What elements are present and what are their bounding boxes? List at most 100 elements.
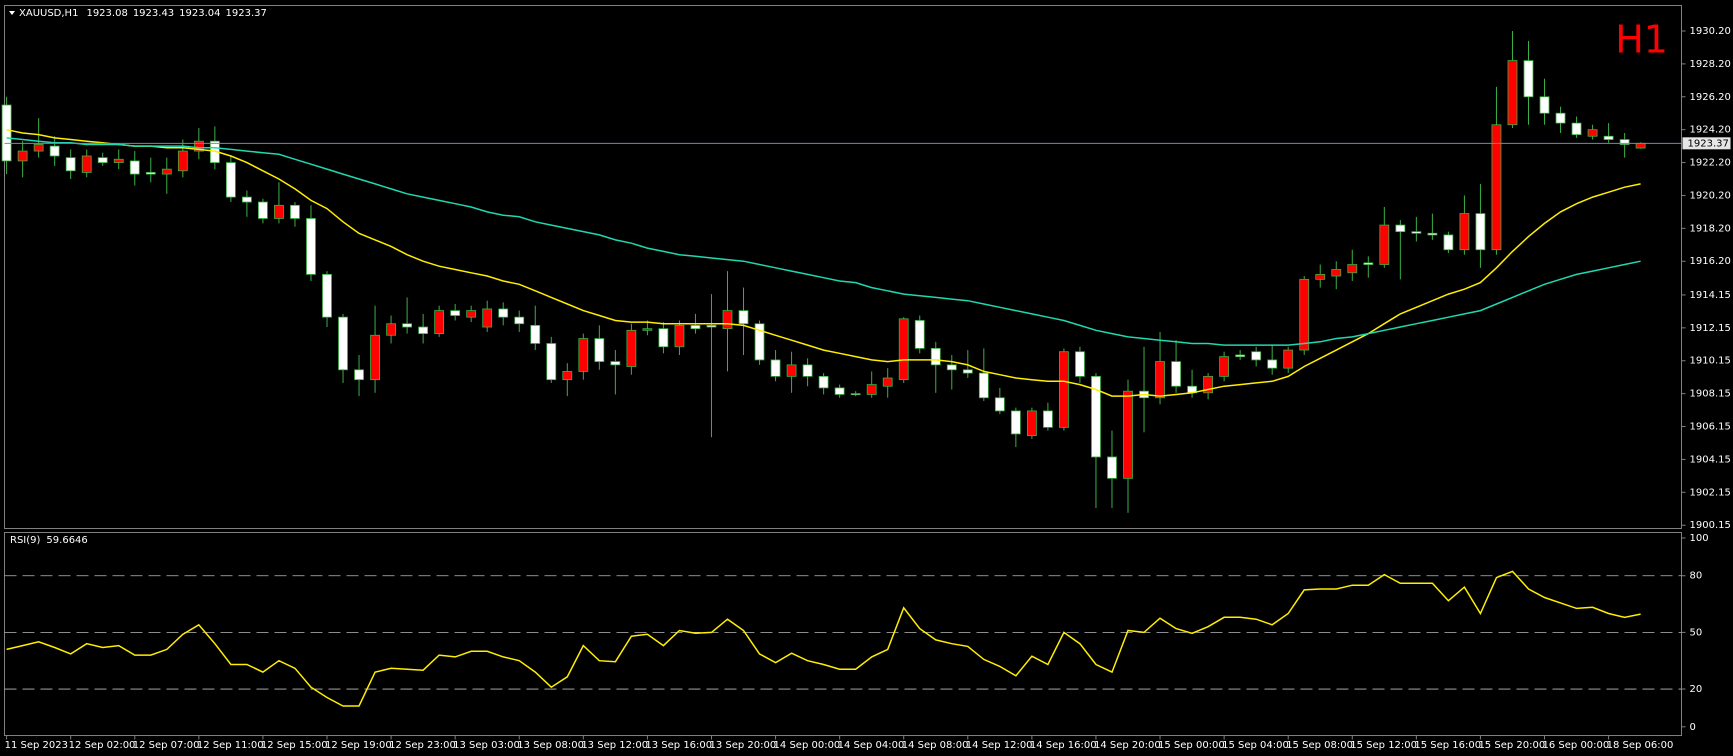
x-tick-label: 14 Sep 16:00 (1030, 740, 1097, 751)
candle-body (610, 361, 621, 366)
candle-body (33, 144, 44, 152)
candle-body (850, 393, 861, 396)
candle-body (306, 218, 316, 275)
candle-body (1059, 351, 1069, 428)
candle-body (354, 369, 364, 381)
candle-body (1507, 60, 1518, 126)
candle-body (97, 157, 108, 163)
ohlc-value: 1923.37 (226, 8, 267, 19)
candle-body (1443, 234, 1454, 251)
candle-body (818, 375, 829, 389)
candle-body (482, 308, 493, 328)
ohlc-value: 1923.04 (179, 8, 220, 19)
y-tick-label: 1902.15 (1690, 487, 1731, 498)
x-tick-label: 13 Sep 08:00 (517, 740, 584, 751)
candle-body (1235, 354, 1246, 358)
candle-body (754, 323, 765, 361)
main-panel-border (4, 5, 1682, 529)
y-tick-label: 1926.20 (1690, 92, 1731, 103)
candle-body (786, 364, 797, 377)
candle-body (914, 320, 925, 349)
candle-body (1459, 213, 1470, 251)
candle-body (1107, 456, 1117, 479)
x-tick-label: 14 Sep 04:00 (838, 740, 905, 751)
candle-body (530, 324, 541, 344)
candle-body (1203, 375, 1213, 394)
candle-body (674, 324, 685, 348)
y-tick-label: 1916.20 (1690, 256, 1731, 267)
candle-body (498, 308, 509, 318)
candle-body (370, 334, 380, 381)
y-tick-label: 1922.20 (1690, 158, 1731, 169)
x-tick-label: 12 Sep 19:00 (325, 740, 392, 751)
rsi-value: 59.6646 (46, 535, 87, 546)
candle-body (562, 371, 573, 381)
y-tick-label: 80 (1690, 571, 1703, 582)
candle-body (1171, 361, 1181, 387)
candle-body (1539, 96, 1550, 114)
candle-body (1043, 410, 1053, 428)
x-tick-label: 14 Sep 08:00 (902, 740, 969, 751)
x-tick-label: 15 Sep 08:00 (1286, 740, 1353, 751)
candle-body (402, 323, 413, 328)
ohlc-value: 1923.43 (133, 8, 174, 19)
candle-body (594, 338, 605, 362)
x-tick-label: 18 Sep 06:00 (1607, 740, 1674, 751)
rsi-panel-border (4, 532, 1682, 736)
candle-body (1123, 390, 1133, 479)
candle-body (290, 204, 300, 219)
candle-body (1603, 135, 1614, 140)
candle-body (1523, 60, 1534, 98)
candle-body (930, 348, 941, 366)
candle-body (1427, 232, 1438, 236)
candle-body (1075, 351, 1085, 377)
candle-body (738, 310, 749, 325)
candle-body (17, 150, 28, 162)
candle-body (258, 201, 268, 219)
candle-body (450, 310, 461, 316)
candle-body (882, 377, 893, 387)
x-tick-label: 13 Sep 03:00 (453, 740, 520, 751)
x-tick-label: 16 Sep 00:00 (1543, 740, 1610, 751)
y-tick-label: 1930.20 (1690, 26, 1731, 37)
candle-body (161, 168, 172, 175)
y-tick-label: 1920.20 (1690, 190, 1731, 201)
candle-body (1299, 278, 1310, 351)
candle-body (1571, 122, 1582, 136)
candle-body (1251, 351, 1262, 361)
timeframe-label: H1 (1615, 18, 1668, 62)
candle-body (1619, 139, 1630, 145)
candle-body (65, 157, 76, 172)
candle-body (1347, 264, 1358, 274)
candle-body (49, 145, 60, 157)
candle-body (514, 316, 525, 325)
candle-body (946, 364, 957, 371)
candle-body (129, 160, 140, 175)
candle-body (1395, 224, 1406, 233)
y-tick-label: 1928.20 (1690, 59, 1731, 70)
symbol-label: XAUUSD,H1 (19, 8, 78, 19)
candle-body (322, 274, 332, 318)
y-tick-label: 1924.20 (1690, 125, 1731, 136)
candle-body (1555, 112, 1566, 124)
candle-body (1026, 410, 1037, 436)
candle-body (1, 104, 12, 162)
candle-body (978, 372, 989, 399)
candle-body (1219, 356, 1230, 377)
x-tick-label: 15 Sep 12:00 (1350, 740, 1417, 751)
candle-body (1379, 224, 1390, 265)
y-tick-label: 1900.15 (1690, 520, 1731, 531)
candle-body (1315, 274, 1326, 280)
y-tick-label: 1912.15 (1690, 323, 1731, 334)
x-tick-label: 13 Sep 20:00 (709, 740, 776, 751)
candle-body (802, 364, 813, 377)
candle-body (338, 316, 348, 371)
candle-body (241, 196, 252, 203)
x-tick-label: 15 Sep 20:00 (1478, 740, 1545, 751)
rsi-label: RSI(9) (10, 535, 41, 546)
y-tick-label: 20 (1690, 684, 1703, 695)
y-tick-label: 100 (1690, 533, 1709, 544)
candle-body (113, 158, 124, 163)
y-tick-label: 1910.15 (1690, 356, 1731, 367)
